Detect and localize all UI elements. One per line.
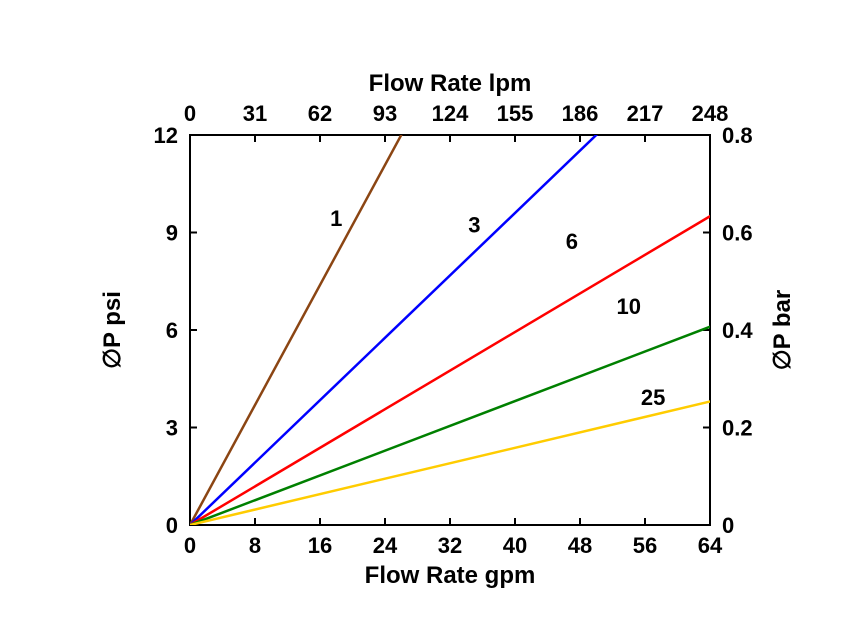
x-top-tick-label: 0 [184, 101, 196, 126]
y-left-tick-label: 9 [166, 221, 178, 246]
x-top-tick-label: 93 [373, 101, 397, 126]
y-right-tick-label: 0.2 [722, 416, 753, 441]
series-label: 3 [468, 213, 480, 238]
y-right-tick-label: 0 [722, 513, 734, 538]
x-top-tick-label: 62 [308, 101, 332, 126]
series-label: 25 [641, 385, 665, 410]
x-bottom-tick-label: 24 [373, 533, 398, 558]
x-bottom-tick-label: 8 [249, 533, 261, 558]
pressure-drop-chart: 0816243240485664Flow Rate gpm03162931241… [0, 0, 854, 620]
y-left-tick-label: 3 [166, 416, 178, 441]
x-bottom-tick-label: 64 [698, 533, 723, 558]
x-bottom-tick-label: 0 [184, 533, 196, 558]
x-bottom-tick-label: 40 [503, 533, 527, 558]
y-right-tick-label: 0.6 [722, 221, 753, 246]
series-label: 1 [330, 206, 342, 231]
x-top-title: Flow Rate lpm [369, 70, 532, 97]
x-bottom-title: Flow Rate gpm [365, 562, 536, 589]
x-top-tick-label: 186 [562, 101, 599, 126]
x-top-tick-label: 155 [497, 101, 534, 126]
x-bottom-tick-label: 56 [633, 533, 657, 558]
x-top-tick-label: 124 [432, 101, 469, 126]
x-bottom-tick-label: 32 [438, 533, 462, 558]
series-label: 10 [617, 294, 641, 319]
y-right-title: ∅P bar [769, 290, 796, 371]
chart-container: 0816243240485664Flow Rate gpm03162931241… [0, 0, 854, 620]
series-label: 6 [566, 229, 578, 254]
x-bottom-tick-label: 16 [308, 533, 332, 558]
y-left-tick-label: 6 [166, 318, 178, 343]
y-left-tick-label: 12 [154, 123, 178, 148]
y-right-tick-label: 0.8 [722, 123, 753, 148]
y-left-tick-label: 0 [166, 513, 178, 538]
x-top-tick-label: 217 [627, 101, 664, 126]
x-top-tick-label: 31 [243, 101, 267, 126]
y-right-tick-label: 0.4 [722, 318, 753, 343]
x-bottom-tick-label: 48 [568, 533, 592, 558]
y-left-title: ∅P psi [99, 291, 126, 369]
